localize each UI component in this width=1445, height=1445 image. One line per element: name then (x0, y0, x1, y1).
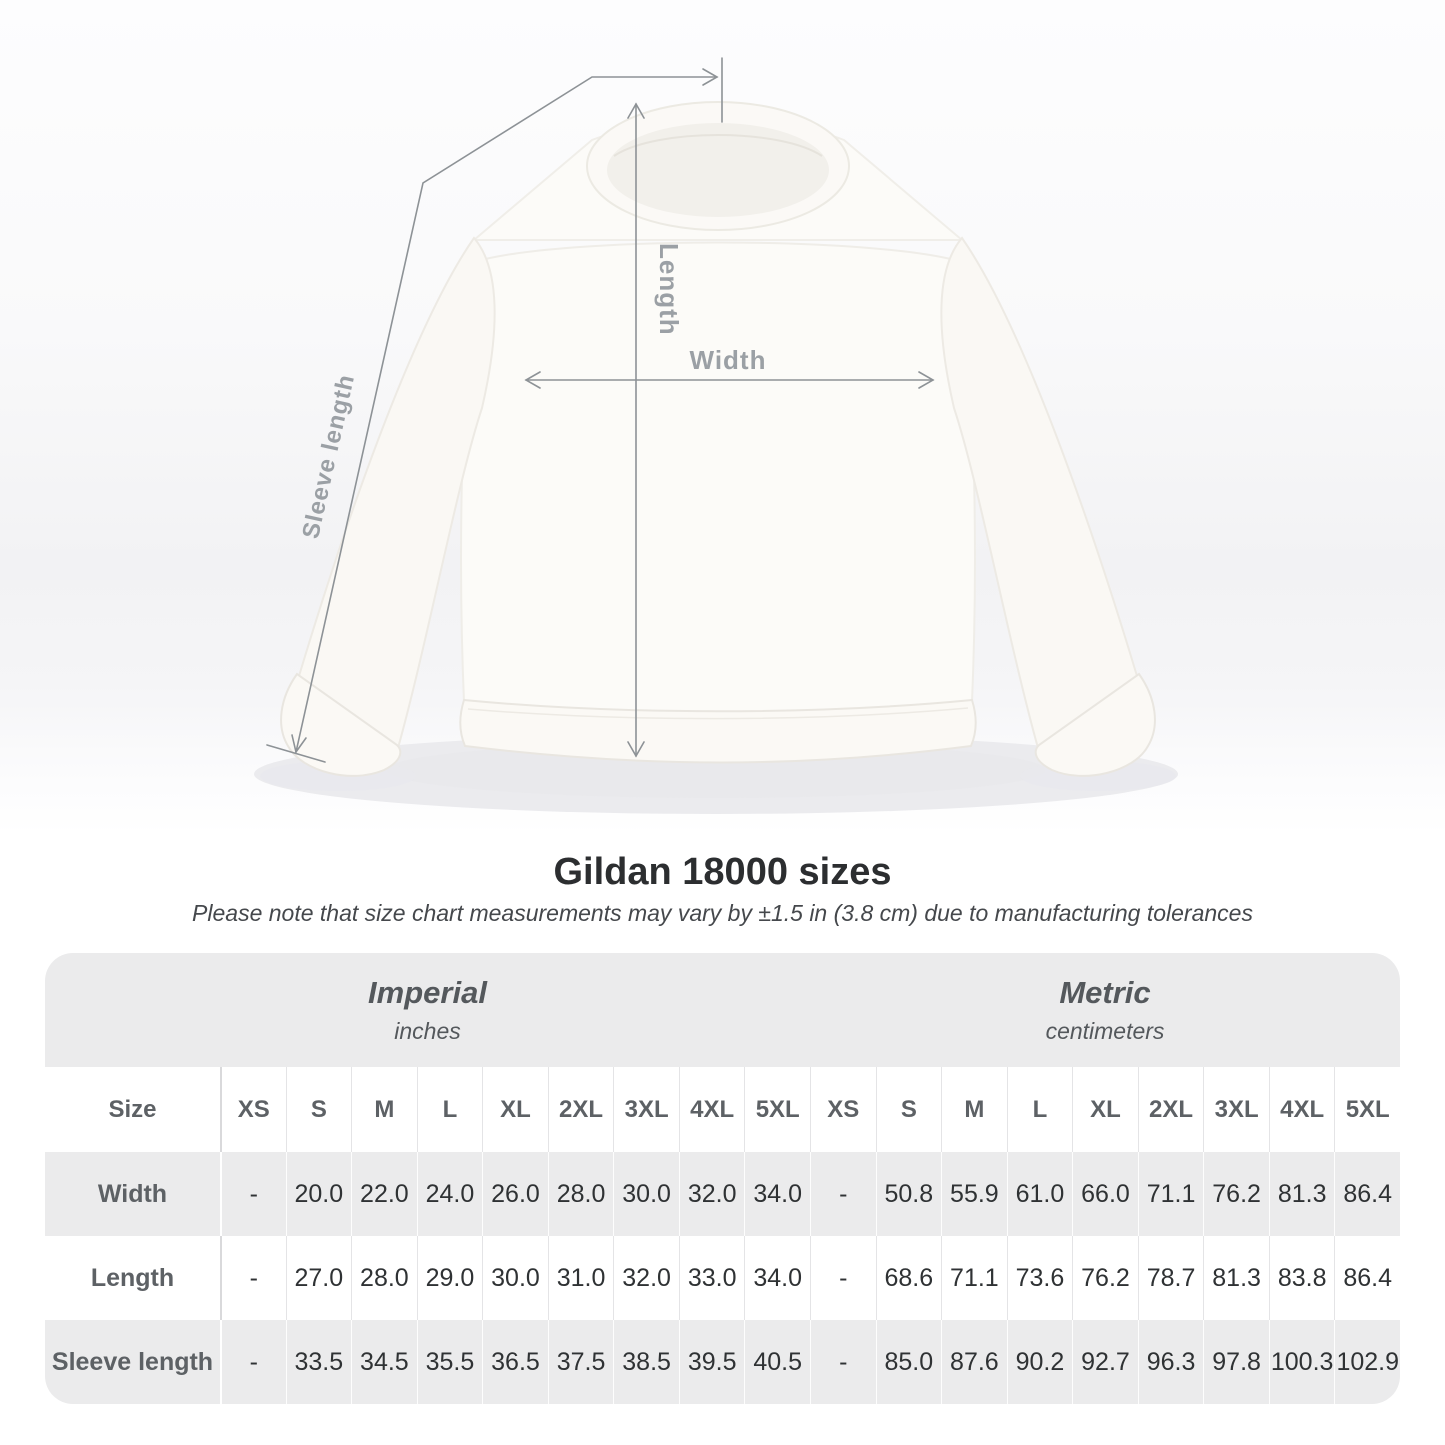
measurement-cell: 76.2 (1203, 1152, 1269, 1236)
measurement-cell: 34.0 (744, 1236, 810, 1320)
measurement-cell: 27.0 (285, 1236, 352, 1320)
measurement-cell: 87.6 (941, 1320, 1007, 1404)
sleeve-length-arrow (266, 57, 723, 763)
measurement-cell: 32.0 (678, 1152, 745, 1236)
size-col-header: XL (1072, 1067, 1138, 1152)
measurement-cell: 81.3 (1203, 1236, 1269, 1320)
unit-label: Metric (1059, 975, 1151, 1010)
size-col-header: 2XL (1137, 1067, 1204, 1152)
size-col-header: 2XL (547, 1067, 614, 1152)
size-col-header: 4XL (1268, 1067, 1335, 1152)
size-col-header: L (416, 1067, 483, 1152)
row-label: Length (45, 1236, 220, 1320)
measurement-cell: 66.0 (1072, 1152, 1138, 1236)
measurement-cell: 100.3 (1268, 1320, 1335, 1404)
measurement-cell: 61.0 (1006, 1152, 1073, 1236)
measurement-cell: 28.0 (547, 1152, 614, 1236)
measurement-lines (266, 57, 935, 763)
size-col-header: 3XL (613, 1067, 679, 1152)
size-col-header: XS (810, 1067, 876, 1152)
measurement-cell: 96.3 (1137, 1320, 1204, 1404)
measurement-cell: - (810, 1236, 876, 1320)
measurement-cell: 36.5 (482, 1320, 548, 1404)
size-table: Imperial inches Metric centimeters Size XS S M L… (45, 953, 1400, 1404)
measurement-cell: 34.0 (744, 1152, 810, 1236)
measurement-cell: 30.0 (482, 1236, 548, 1320)
measurement-cell: - (810, 1152, 876, 1236)
width-label: Width (690, 345, 767, 375)
measurement-cell: 85.0 (875, 1320, 942, 1404)
size-col-header: S (875, 1067, 942, 1152)
measurement-cell: - (220, 1236, 286, 1320)
measurement-cell: 81.3 (1268, 1152, 1335, 1236)
right-cuff (1034, 672, 1156, 777)
size-col-header: XL (482, 1067, 548, 1152)
size-col-header: L (1006, 1067, 1073, 1152)
size-col-header: 5XL (1334, 1067, 1400, 1152)
measurement-cell: 30.0 (613, 1152, 679, 1236)
product-photo-area: Length Width Sleeve length (0, 0, 1445, 835)
measurement-cell: 78.7 (1137, 1236, 1204, 1320)
measurement-cell: 33.5 (285, 1320, 352, 1404)
sweatshirt-measurement-diagram: Length Width Sleeve length (254, 57, 1178, 814)
measurement-cell: 86.4 (1334, 1236, 1400, 1320)
sweatshirt-graphic (280, 101, 1156, 777)
size-col-header: XS (220, 1067, 286, 1152)
left-cuff (280, 672, 402, 777)
unit-header-imperial: Imperial inches (45, 953, 810, 1067)
measurement-cell: 86.4 (1334, 1152, 1400, 1236)
unit-sublabel: centimeters (1045, 1018, 1165, 1044)
measurement-cell: 97.8 (1203, 1320, 1269, 1404)
size-col-header: 4XL (678, 1067, 745, 1152)
measurement-cell: 39.5 (678, 1320, 745, 1404)
measurement-cell: - (220, 1320, 286, 1404)
unit-sublabel: inches (394, 1018, 461, 1044)
tolerance-note: Please note that size chart measurements… (192, 900, 1253, 926)
measurement-cell: 28.0 (351, 1236, 417, 1320)
measurement-cell: 92.7 (1072, 1320, 1138, 1404)
measurement-cell: 73.6 (1006, 1236, 1073, 1320)
measurement-cell: 32.0 (613, 1236, 679, 1320)
measurement-cell: 29.0 (416, 1236, 483, 1320)
measurement-cell: 50.8 (875, 1152, 942, 1236)
measurement-cell: 33.0 (678, 1236, 745, 1320)
size-col-header: 3XL (1203, 1067, 1269, 1152)
measurement-cell: 55.9 (941, 1152, 1007, 1236)
measurement-cell: - (810, 1320, 876, 1404)
measurement-cell: 22.0 (351, 1152, 417, 1236)
measurement-cell: 35.5 (416, 1320, 483, 1404)
size-col-header: M (351, 1067, 417, 1152)
measurement-cell: 90.2 (1006, 1320, 1073, 1404)
length-label: Length (654, 243, 684, 336)
measurement-cell: 26.0 (482, 1152, 548, 1236)
measurement-cell: 71.1 (941, 1236, 1007, 1320)
measurement-cell: 34.5 (351, 1320, 417, 1404)
page-title: Gildan 18000 sizes (553, 851, 892, 893)
measurement-cell: 40.5 (744, 1320, 810, 1404)
measurement-cell: - (220, 1152, 286, 1236)
measurement-cell: 76.2 (1072, 1236, 1138, 1320)
length-arrow (627, 102, 645, 758)
measurement-cell: 37.5 (547, 1320, 614, 1404)
size-header-cell: Size (45, 1067, 220, 1152)
unit-header-metric: Metric centimeters (810, 953, 1400, 1067)
measurement-cell: 68.6 (875, 1236, 942, 1320)
measurement-cell: 24.0 (416, 1152, 483, 1236)
size-col-header: S (285, 1067, 352, 1152)
width-arrow (524, 371, 935, 389)
measurement-cell: 31.0 (547, 1236, 614, 1320)
row-label: Width (45, 1152, 220, 1236)
size-col-header: 5XL (744, 1067, 810, 1152)
right-sleeve (940, 236, 1139, 750)
row-label: Sleeve length (45, 1320, 220, 1404)
unit-label: Imperial (368, 975, 487, 1010)
measurement-cell: 102.9 (1334, 1320, 1400, 1404)
left-sleeve (297, 236, 496, 750)
measurement-cell: 20.0 (285, 1152, 352, 1236)
size-col-header: M (941, 1067, 1007, 1152)
measurement-cell: 71.1 (1137, 1152, 1204, 1236)
measurement-cell: 83.8 (1268, 1236, 1335, 1320)
measurement-cell: 38.5 (613, 1320, 679, 1404)
